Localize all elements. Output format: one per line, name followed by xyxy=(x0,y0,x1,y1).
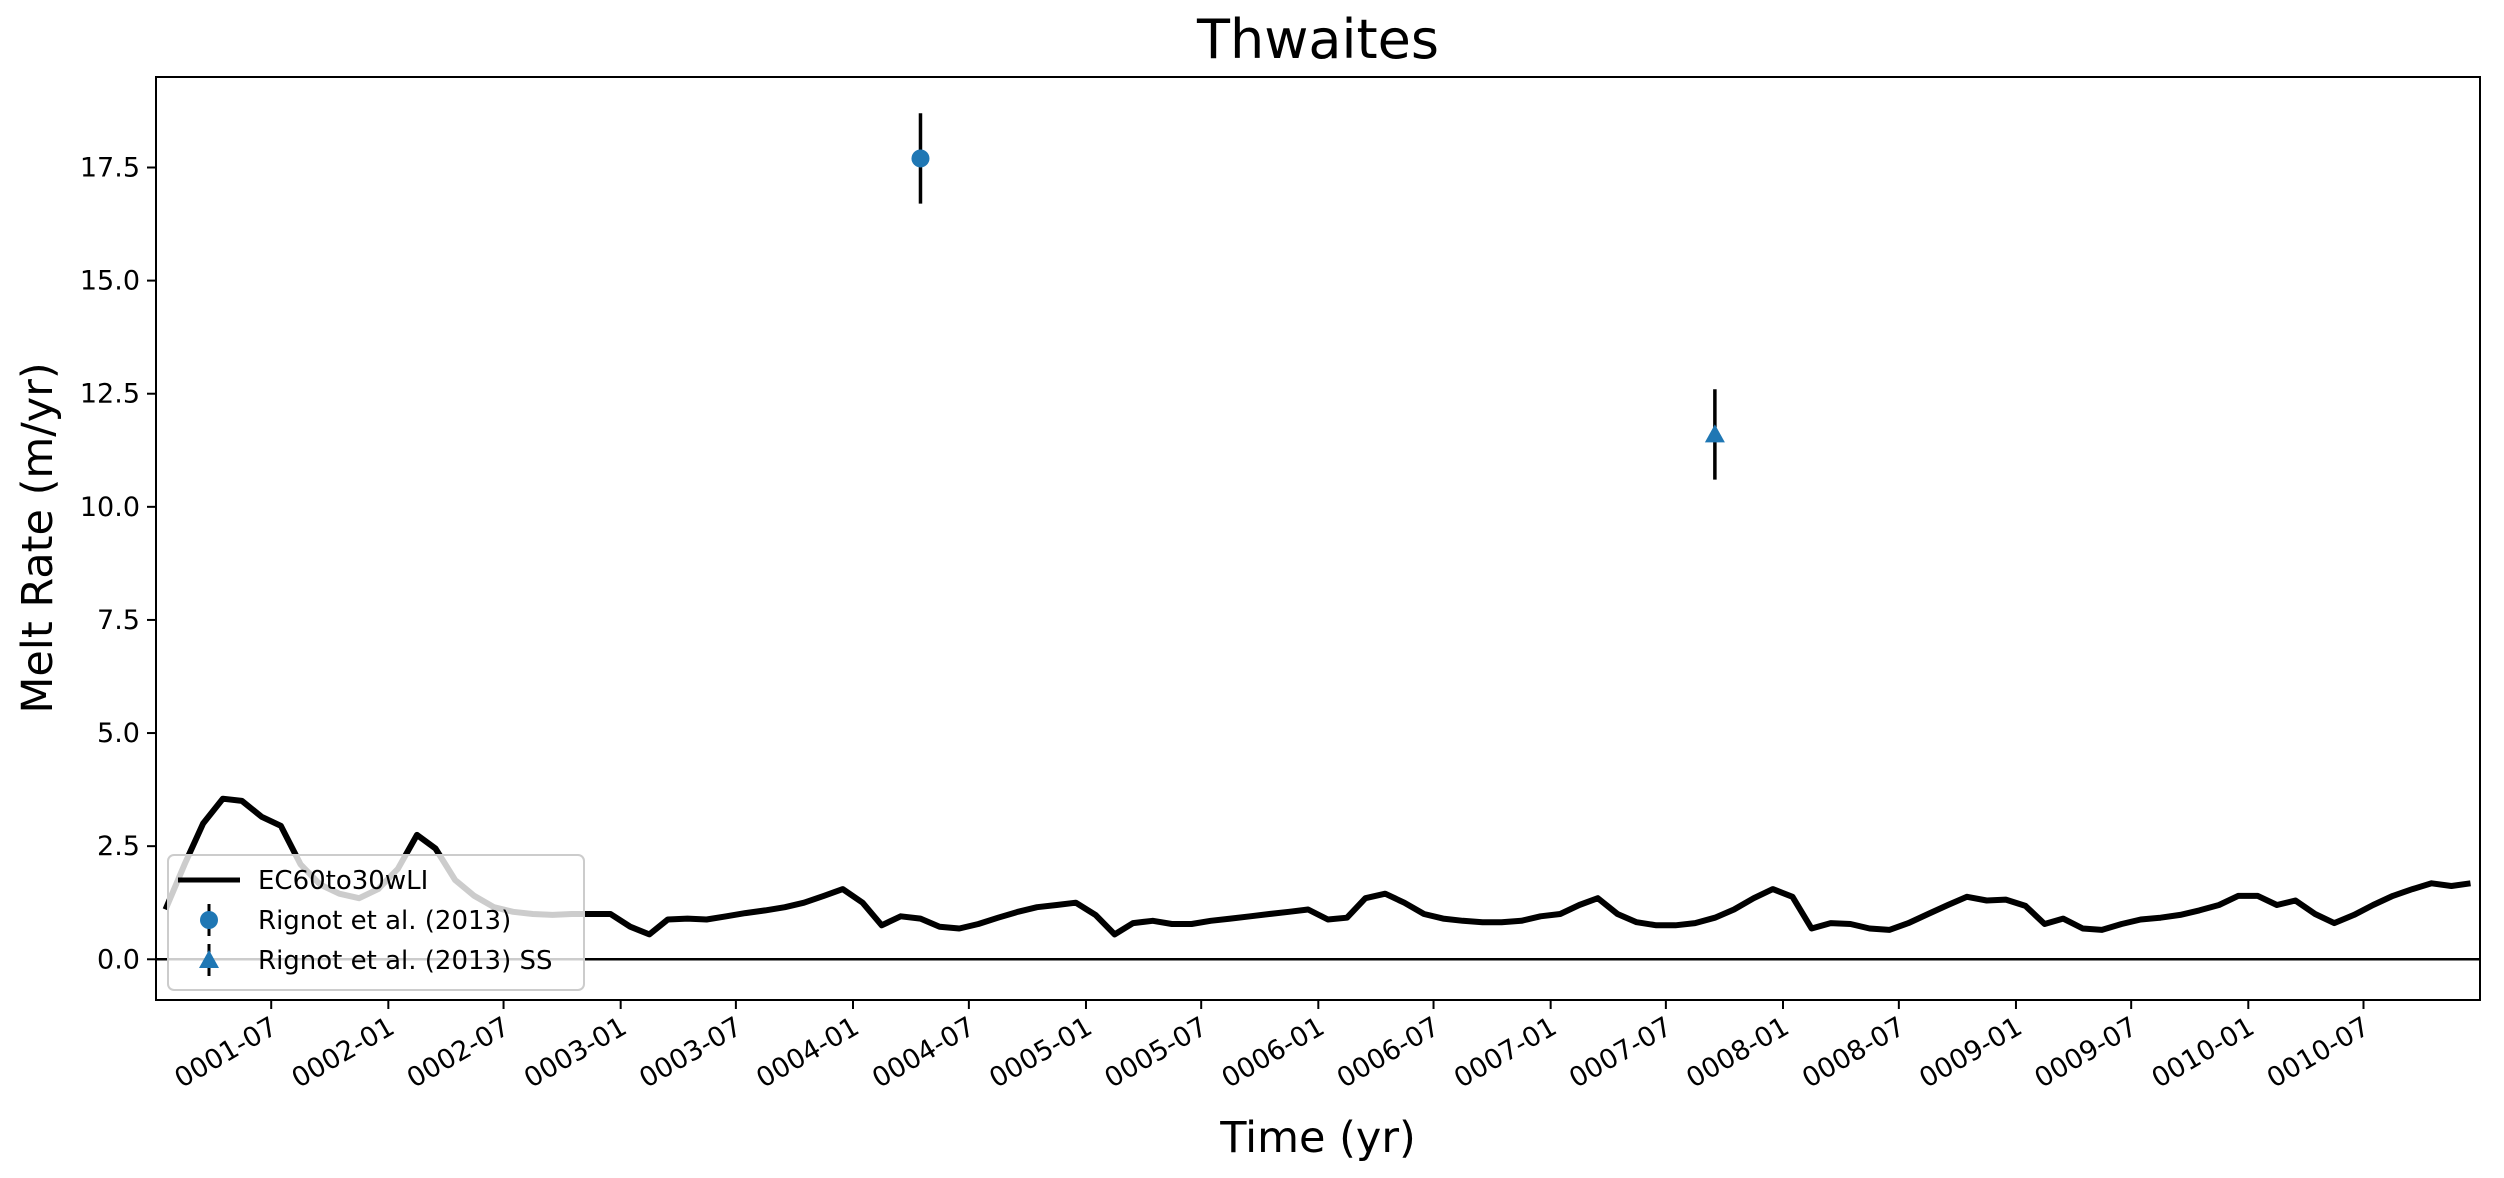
y-tick-label: 7.5 xyxy=(97,605,140,636)
legend-label-model: EC60to30wLI xyxy=(258,866,428,896)
data-point-rignot xyxy=(911,149,930,168)
legend-circle-marker xyxy=(200,911,218,929)
x-axis-label: Time (yr) xyxy=(1219,1113,1416,1163)
axes-frame xyxy=(155,76,2481,1001)
legend-triangle-marker xyxy=(199,950,219,968)
data-point-rignot-ss xyxy=(1704,424,1725,443)
legend-box xyxy=(167,854,585,991)
y-tick-label: 17.5 xyxy=(80,152,140,183)
y-tick-label: 12.5 xyxy=(80,379,140,410)
chart-title: Thwaites xyxy=(1196,8,1439,71)
y-axis-label: Melt Rate (m/yr) xyxy=(13,362,63,713)
y-tick-label: 5.0 xyxy=(97,718,140,749)
y-axis-ticks: 0.0 2.5 5.0 7.5 10.0 12.5 15.0 17.5 xyxy=(80,152,156,975)
y-tick-label: 15.0 xyxy=(80,266,140,297)
legend-label-rignot-ss: Rignot et al. (2013) SS xyxy=(258,946,553,976)
y-tick-label: 2.5 xyxy=(97,831,140,862)
legend: EC60to30wLI Rignot et al. (2013) Rignot … xyxy=(167,854,585,991)
legend-label-rignot: Rignot et al. (2013) xyxy=(258,906,511,936)
y-tick-label: 10.0 xyxy=(80,492,140,523)
y-tick-label: 0.0 xyxy=(97,944,140,975)
